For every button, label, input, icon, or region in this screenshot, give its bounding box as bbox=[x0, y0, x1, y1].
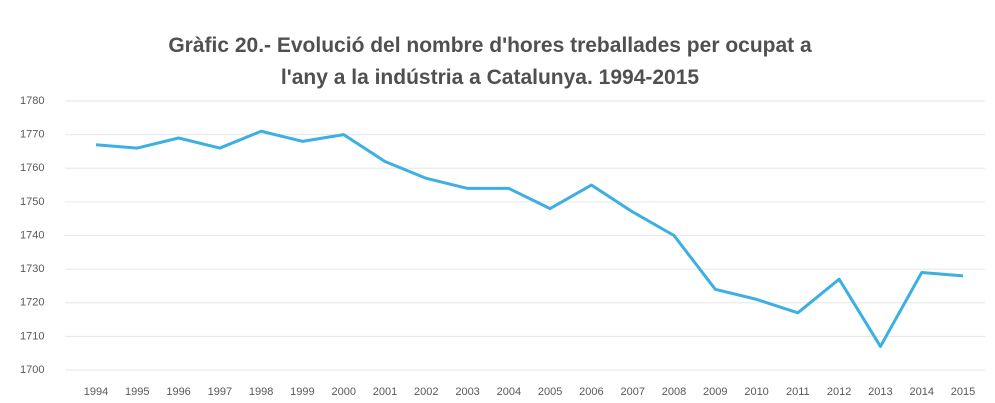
y-tick-label: 1720 bbox=[20, 297, 44, 309]
x-tick-label: 2013 bbox=[868, 386, 892, 398]
x-tick-label: 2008 bbox=[662, 386, 686, 398]
x-tick-label: 2002 bbox=[414, 386, 438, 398]
x-tick-label: 2012 bbox=[827, 386, 851, 398]
x-tick-label: 2004 bbox=[497, 386, 521, 398]
x-tick-label: 2001 bbox=[373, 386, 397, 398]
y-tick-label: 1750 bbox=[20, 196, 44, 208]
y-tick-label: 1700 bbox=[20, 364, 44, 376]
y-tick-label: 1780 bbox=[20, 95, 44, 107]
x-tick-label: 1996 bbox=[166, 386, 190, 398]
x-tick-label: 1994 bbox=[84, 386, 108, 398]
x-tick-label: 1999 bbox=[290, 386, 314, 398]
x-tick-label: 2003 bbox=[455, 386, 479, 398]
x-tick-label: 2006 bbox=[579, 386, 603, 398]
x-tick-label: 2009 bbox=[703, 386, 727, 398]
data-line bbox=[95, 129, 964, 348]
x-tick-label: 2011 bbox=[786, 386, 810, 398]
x-tick-label: 2015 bbox=[951, 386, 975, 398]
y-tick-label: 1760 bbox=[20, 162, 44, 174]
x-tick-label: 2007 bbox=[620, 386, 644, 398]
y-tick-label: 1740 bbox=[20, 229, 44, 241]
x-tick-label: 1998 bbox=[249, 386, 273, 398]
chart-title: Gràfic 20.- Evolució del nombre d'hores … bbox=[168, 34, 812, 89]
x-tick-label: 2014 bbox=[909, 386, 933, 398]
y-tick-label: 1730 bbox=[20, 263, 44, 275]
y-tick-label: 1770 bbox=[20, 129, 44, 141]
x-tick-label: 1995 bbox=[125, 386, 149, 398]
x-tick-label: 1997 bbox=[208, 386, 232, 398]
x-tick-label: 2005 bbox=[538, 386, 562, 398]
x-tick-label: 2010 bbox=[744, 386, 768, 398]
x-tick-label: 2000 bbox=[331, 386, 355, 398]
y-tick-label: 1710 bbox=[20, 330, 44, 342]
